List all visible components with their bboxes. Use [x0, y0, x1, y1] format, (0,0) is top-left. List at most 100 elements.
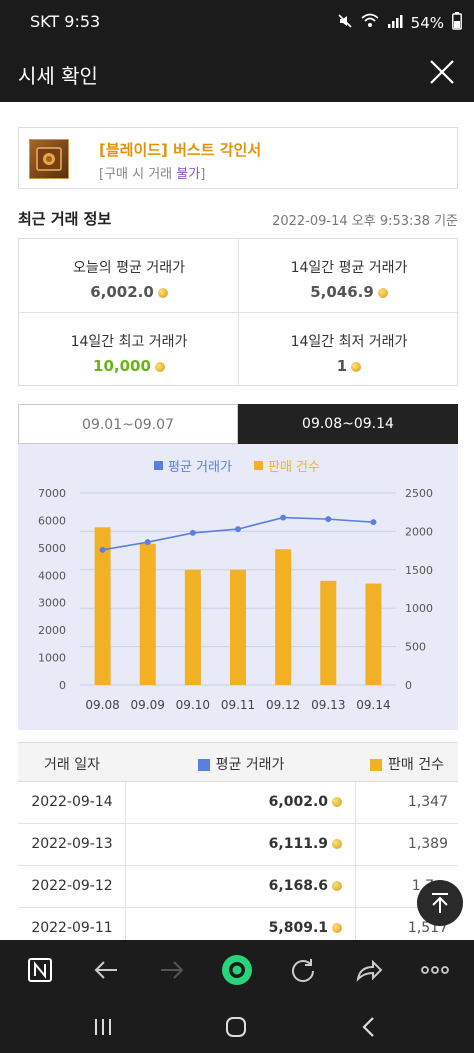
- volume-bar: [365, 583, 382, 685]
- stat-label: 14일간 평균 거래가: [290, 260, 408, 276]
- left-tick-label: 2000: [38, 624, 66, 637]
- x-tick-label: 09.14: [356, 698, 390, 712]
- back-arrow-icon: [94, 961, 117, 979]
- gold-coin-icon: [351, 361, 362, 372]
- x-tick-label: 09.08: [85, 698, 119, 712]
- table-row: 2022-09-14 6,002.0 1,347: [18, 782, 458, 824]
- system-navbar: [0, 1000, 474, 1053]
- scroll-top-button[interactable]: [417, 880, 463, 926]
- back-icon: [362, 1017, 374, 1037]
- status-icons: 54%: [337, 12, 462, 34]
- gold-coin-icon: [332, 881, 342, 891]
- stat-14day-low: 14일간 최저 거래가 1: [239, 313, 459, 387]
- row-price: 6,002.0: [268, 794, 328, 810]
- battery-percent: 54%: [410, 14, 444, 32]
- share-button[interactable]: [353, 954, 385, 986]
- left-tick-label: 4000: [38, 569, 66, 582]
- left-tick-label: 3000: [38, 597, 66, 610]
- stat-value: 10,000: [93, 357, 151, 375]
- stat-value-wrap: 10,000: [19, 357, 239, 375]
- price-point: [280, 514, 287, 521]
- right-tick-label: 0: [405, 679, 412, 692]
- left-tick-label: 0: [59, 679, 66, 692]
- x-tick-label: 09.10: [176, 698, 210, 712]
- header-date: 거래 일자: [44, 757, 100, 773]
- app-header: 시세 확인: [0, 44, 474, 102]
- stat-value: 5,046.9: [310, 283, 374, 301]
- signal-icon: [387, 14, 403, 32]
- x-tick-label: 09.13: [311, 698, 345, 712]
- row-price-wrap: 6,111.9: [126, 836, 356, 852]
- price-point: [370, 519, 377, 526]
- volume-bar: [275, 549, 292, 685]
- divider: [125, 866, 126, 908]
- page-title: 시세 확인: [18, 64, 98, 88]
- n-icon: [28, 958, 52, 982]
- forward-arrow-icon: [161, 961, 184, 979]
- status-time: SKT 9:53: [30, 12, 101, 31]
- forward-button[interactable]: [156, 954, 188, 986]
- share-icon: [356, 959, 383, 982]
- trade-status-value: 불가: [176, 167, 201, 182]
- table-row: 2022-09-13 6,111.9 1,389: [18, 824, 458, 866]
- section-title: 최근 거래 정보: [18, 210, 112, 228]
- stat-14day-high: 14일간 최고 거래가 10,000: [19, 313, 239, 387]
- gold-coin-icon: [332, 923, 342, 933]
- legend-square-icon: [370, 759, 382, 771]
- volume-bar: [320, 580, 337, 685]
- stat-label: 오늘의 평균 거래가: [73, 260, 185, 276]
- gold-coin-icon: [332, 839, 342, 849]
- divider: [125, 824, 126, 866]
- tab-week-1[interactable]: 09.01~09.07: [18, 404, 238, 444]
- row-price: 5,809.1: [268, 920, 328, 936]
- header-sales: 판매 건수: [388, 757, 444, 773]
- nav-back-button[interactable]: [354, 1012, 384, 1042]
- divider: [125, 908, 126, 950]
- stat-value-wrap: 1: [239, 357, 459, 375]
- close-button[interactable]: [428, 58, 456, 86]
- row-price-wrap: 6,002.0: [126, 794, 356, 810]
- home-orb-icon: [222, 955, 252, 985]
- row-price-wrap: 5,809.1: [126, 920, 356, 936]
- price-point: [144, 539, 151, 546]
- header-price-wrap: 평균 거래가: [126, 754, 356, 774]
- header-price: 평균 거래가: [215, 757, 285, 773]
- status-bar: SKT 9:53 54%: [0, 0, 474, 44]
- recents-button[interactable]: [88, 1012, 118, 1042]
- left-tick-label: 5000: [38, 542, 66, 555]
- back-button[interactable]: [90, 954, 122, 986]
- trade-status-prefix: [구매 시 거래: [99, 167, 177, 182]
- divider: [19, 312, 457, 313]
- price-point: [189, 529, 196, 536]
- left-tick-label: 6000: [38, 514, 66, 527]
- stat-value-wrap: 5,046.9: [239, 283, 459, 301]
- gold-coin-icon: [157, 287, 168, 298]
- arrow-up-icon: [432, 893, 448, 913]
- legend-volume-label: 판매 건수: [268, 460, 320, 475]
- x-tick-label: 09.09: [131, 698, 165, 712]
- mute-icon: [337, 13, 353, 33]
- divider: [355, 908, 356, 950]
- right-tick-label: 2500: [405, 487, 433, 500]
- stat-value-wrap: 6,002.0: [19, 283, 239, 301]
- chart-svg: 7000600050004000300020001000025002000150…: [38, 460, 433, 712]
- home-orb-button[interactable]: [221, 954, 253, 986]
- item-name: [블레이드] 버스트 각인서: [99, 141, 262, 159]
- item-card: [블레이드] 버스트 각인서 [구매 시 거래 불가]: [18, 127, 458, 189]
- tab-week-2[interactable]: 09.08~09.14: [238, 404, 458, 444]
- table-header: 거래 일자 평균 거래가 판매 건수: [18, 742, 458, 782]
- row-price: 6,168.6: [268, 878, 328, 894]
- volume-bar: [94, 527, 111, 685]
- home-button[interactable]: [221, 1012, 251, 1042]
- refresh-button[interactable]: [287, 954, 319, 986]
- browser-toolbar: [0, 940, 474, 1000]
- stat-14day-avg: 14일간 평균 거래가 5,046.9: [239, 239, 459, 313]
- legend-square-icon: [197, 759, 210, 771]
- more-button[interactable]: [419, 954, 451, 986]
- stat-label: 14일간 최저 거래가: [290, 334, 408, 350]
- x-tick-label: 09.11: [221, 698, 255, 712]
- battery-icon: [452, 12, 462, 34]
- right-tick-label: 500: [405, 641, 426, 654]
- n-button[interactable]: [24, 954, 56, 986]
- volume-bar: [139, 543, 156, 685]
